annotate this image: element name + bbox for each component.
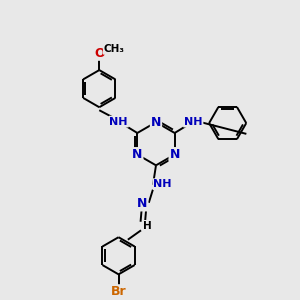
Text: N: N — [132, 148, 142, 161]
Text: N: N — [169, 148, 180, 161]
Text: NH: NH — [153, 179, 172, 189]
Text: NH: NH — [110, 117, 128, 127]
Text: Br: Br — [111, 285, 126, 298]
Text: O: O — [94, 47, 105, 60]
Text: CH₃: CH₃ — [104, 44, 125, 54]
Text: N: N — [151, 116, 161, 129]
Text: H: H — [143, 221, 152, 231]
Text: N: N — [137, 197, 147, 211]
Text: NH: NH — [184, 117, 203, 127]
